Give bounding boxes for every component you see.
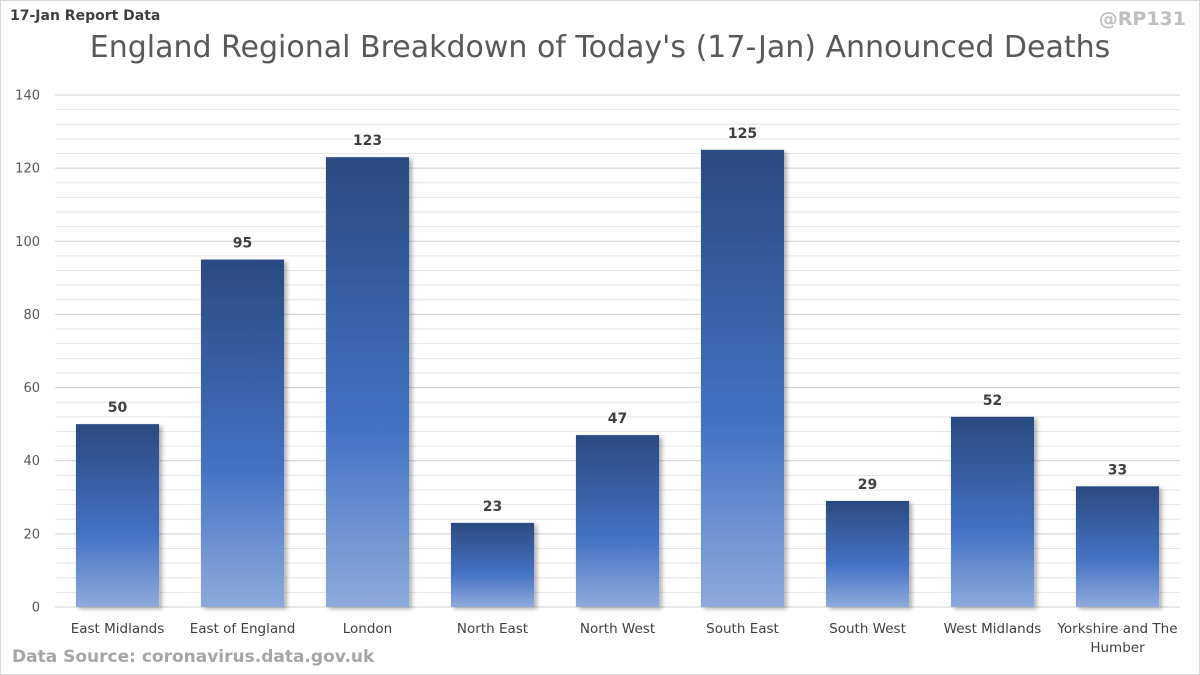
y-tick-label: 80: [23, 308, 40, 323]
data-label: 47: [608, 411, 627, 427]
data-label: 23: [483, 499, 502, 515]
x-category-label: South West: [829, 621, 906, 637]
bar-south-east: [700, 149, 785, 607]
x-category-label: North East: [457, 621, 528, 637]
data-label: 125: [728, 126, 757, 142]
data-labels: 50 95 123 23 47 125 29 52 33: [108, 126, 1127, 515]
bar-east-midlands: [75, 424, 160, 607]
report-date-label: 17-Jan Report Data: [10, 8, 161, 24]
y-tick-label: 0: [32, 601, 40, 616]
x-category-label: East Midlands: [71, 621, 165, 637]
y-tick-label: 140: [15, 89, 40, 104]
data-label: 123: [353, 133, 382, 149]
bars: [75, 149, 1160, 607]
x-axis-labels: East Midlands East of England London North …: [71, 621, 1178, 656]
chart-title: England Regional Breakdown of Today's (1…: [89, 30, 1111, 65]
data-label: 29: [858, 477, 877, 493]
x-category-label: South East: [706, 621, 779, 637]
x-category-label: West Midlands: [944, 621, 1042, 637]
data-label: 33: [1108, 462, 1127, 478]
bar-south-west: [825, 500, 910, 607]
x-category-label: London: [343, 621, 393, 637]
data-source-label: Data Source: coronavirus.data.gov.uk: [12, 647, 375, 667]
y-tick-label: 40: [23, 454, 40, 469]
y-tick-label: 20: [23, 527, 40, 542]
x-category-label: Yorkshire and The Humber: [1056, 621, 1177, 656]
bar-west-midlands: [950, 416, 1035, 607]
bar-north-west: [575, 435, 660, 607]
y-tick-label: 60: [23, 381, 40, 396]
y-tick-label: 100: [15, 235, 40, 250]
data-label: 52: [983, 393, 1002, 409]
data-label: 50: [108, 400, 128, 416]
y-tick-label: 120: [15, 162, 40, 177]
x-category-label: North West: [580, 621, 655, 637]
data-label: 95: [233, 236, 252, 252]
bar-yorkshire-and-the-humber: [1075, 486, 1160, 607]
bar-north-east: [450, 522, 535, 607]
y-axis-ticks: 0 20 40 60 80 100 120 140: [15, 89, 40, 616]
bar-london: [325, 157, 410, 607]
bar-east-of-england: [200, 259, 285, 607]
x-category-label: East of England: [190, 621, 296, 637]
author-handle: @RP131: [1098, 8, 1186, 30]
